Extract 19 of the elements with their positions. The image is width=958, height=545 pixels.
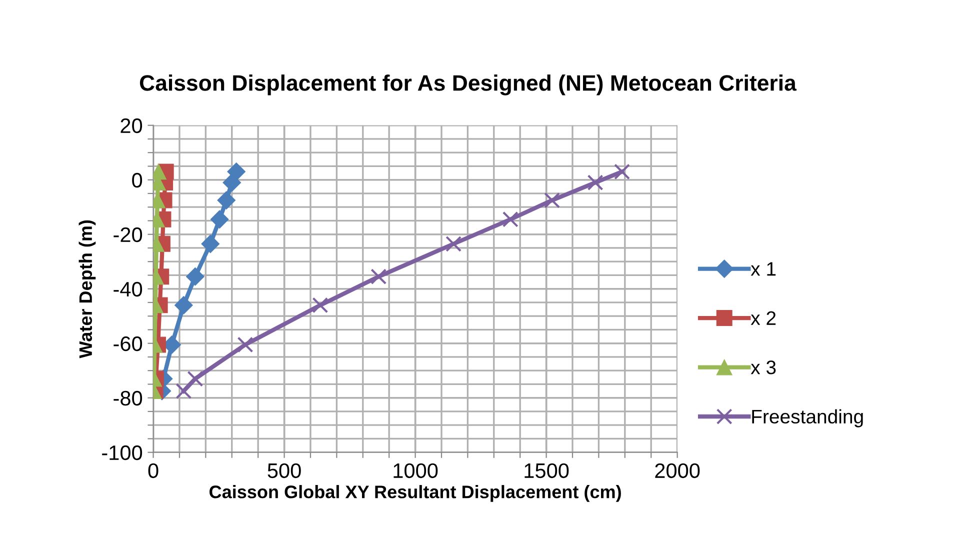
y-tick-label: -40 [114,282,142,297]
y-tick-label: 20 [120,118,142,134]
y-tick-label: -80 [114,390,142,406]
x-tick-label: 500 [268,463,301,478]
x-tick-label: 0 [148,463,158,478]
legend-label: Freestanding [752,409,863,428]
y-tick-label: -60 [114,336,142,352]
y-tick-label: 0 [132,172,142,188]
x-tick-label: 1500 [524,463,569,478]
y-axis-title: Water Depth (m) [78,220,96,358]
x-axis-title: Caisson Global XY Resultant Displacement (cm) [210,485,621,502]
legend-label: x 2 [750,311,776,325]
legend-label: x 1 [750,262,776,276]
legend-label: x 3 [750,360,776,374]
y-tick-label: -20 [114,227,142,242]
y-tick-label: -100 [102,445,142,460]
x-tick-label: 2000 [655,463,700,478]
chart-title: Caisson Displacement for As Designed (NE) Metocean Criteria [140,74,797,96]
x-tick-label: 1000 [394,463,438,478]
